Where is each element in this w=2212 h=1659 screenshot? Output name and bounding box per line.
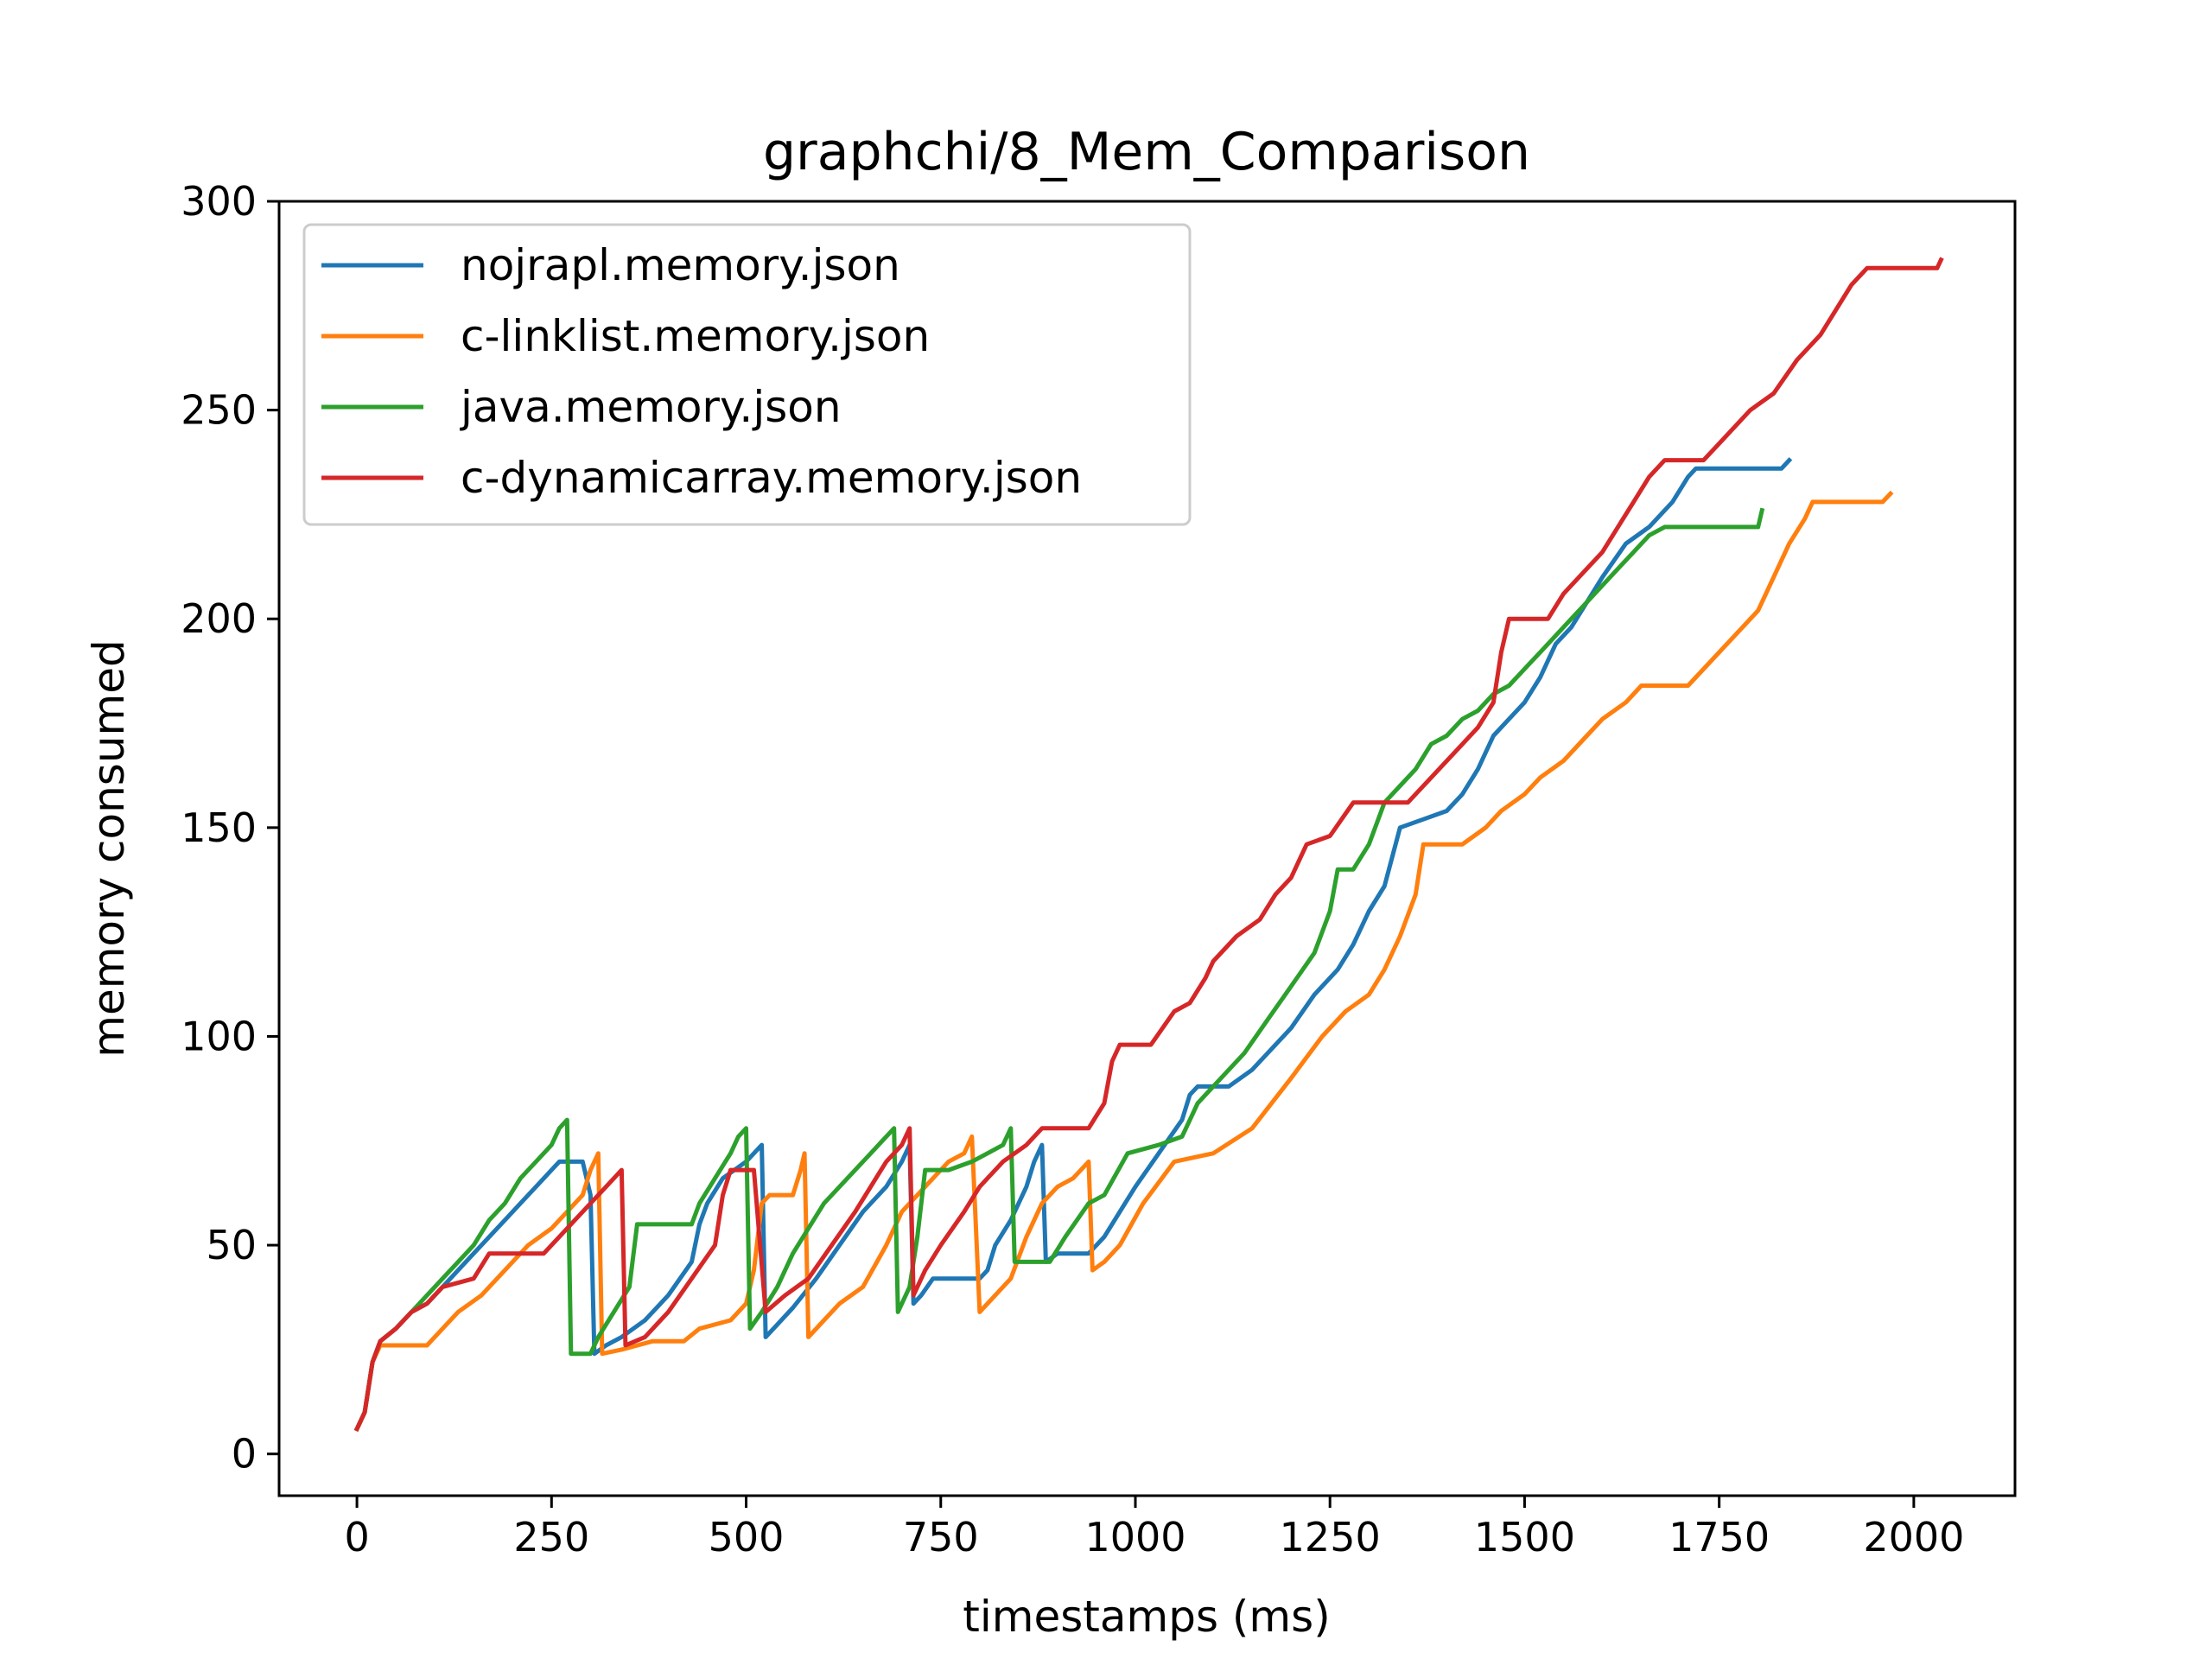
chart-title: graphchi/8_Mem_Comparison <box>763 122 1530 182</box>
x-tick-label: 1250 <box>1280 1514 1381 1560</box>
series-line-4 <box>353 257 1944 1433</box>
x-tick-label: 500 <box>709 1514 785 1560</box>
x-tick-label: 1000 <box>1084 1514 1185 1560</box>
y-tick-label: 0 <box>232 1431 257 1478</box>
y-tick-label: 250 <box>181 387 257 434</box>
y-tick-label: 300 <box>181 178 257 225</box>
x-tick-label: 250 <box>513 1514 589 1560</box>
legend-label-2: c-linklist.memory.json <box>461 311 930 361</box>
legend-label-4: c-dynamicarray.memory.json <box>461 453 1082 503</box>
y-tick-label: 200 <box>181 595 257 642</box>
plot-frame <box>277 200 2017 1497</box>
y-axis: 0 50 100 150 200 250 300 <box>181 178 279 1478</box>
x-axis: 0 250 500 750 1000 1250 1500 1750 2000 <box>344 1496 1964 1560</box>
x-axis-title: timestamps (ms) <box>963 1592 1330 1642</box>
y-axis-title: memory consumed <box>84 639 134 1058</box>
legend: nojrapl.memory.json c-linklist.memory.jso… <box>302 223 1192 526</box>
x-tick-label: 1750 <box>1669 1514 1770 1560</box>
series-line-3 <box>353 507 1765 1433</box>
x-tick-label: 750 <box>903 1514 979 1560</box>
x-tick-label: 0 <box>344 1514 369 1560</box>
legend-label-1: nojrapl.memory.json <box>461 240 900 290</box>
y-tick-label: 100 <box>181 1013 257 1059</box>
x-tick-label: 2000 <box>1863 1514 1964 1560</box>
x-tick-label: 1500 <box>1474 1514 1575 1560</box>
series-layer <box>353 257 1944 1433</box>
y-tick-label: 50 <box>206 1222 257 1268</box>
legend-label-3: java.memory.json <box>460 382 842 432</box>
legend-box <box>302 223 1192 526</box>
y-tick-label: 150 <box>181 804 257 851</box>
series-line-2 <box>353 490 1894 1433</box>
